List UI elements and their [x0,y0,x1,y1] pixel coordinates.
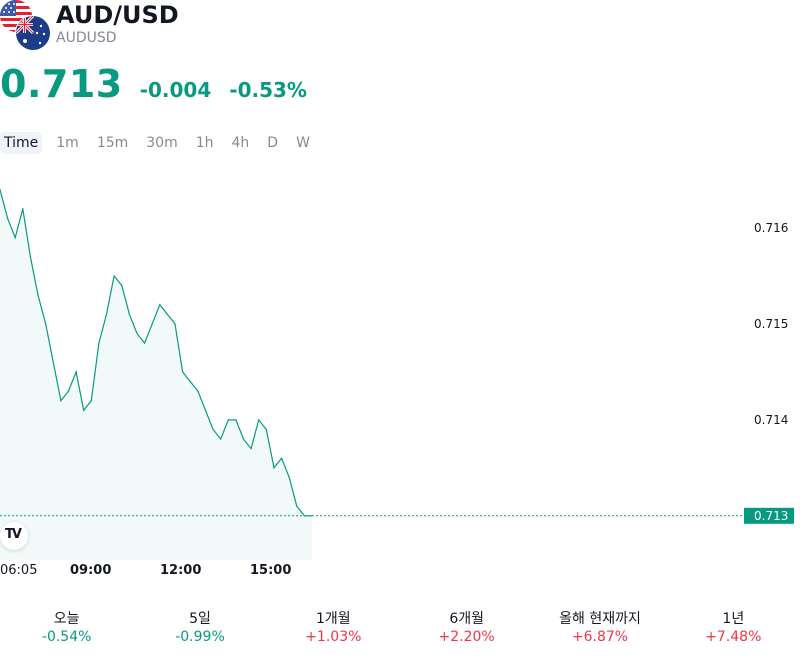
tab-w[interactable]: W [296,135,310,151]
price-point [37,294,39,296]
last-price-badge [744,507,794,524]
price-point [189,380,191,383]
price-line [0,189,312,517]
last-price: 0.713 [0,62,123,106]
price-point [113,275,115,277]
y-tick-label: 0.714 [754,413,788,427]
performance-item[interactable]: 오늘 -0.54% [0,608,133,645]
price-point [296,505,298,507]
symbol-ticker: AUDUSD [56,30,117,46]
price-point [14,236,16,239]
price-point [22,208,24,210]
performance-value: +7.48% [705,629,762,645]
price-point [288,476,290,479]
price-point [52,361,54,363]
performance-item[interactable]: 1개월 +1.03% [267,608,400,645]
performance-value: +6.87% [571,629,629,645]
price-point [174,323,176,325]
performance-label: 6개월 [449,611,484,627]
performance-value: +1.03% [305,629,362,645]
price-point [212,428,214,431]
price-point [242,438,245,440]
price-point [60,400,62,402]
performance-value: -0.54% [41,629,92,645]
price-point [258,419,260,421]
x-tick-label: 12:00 [160,563,201,578]
performance-label: 올해 현재까지 [559,611,641,627]
price-row: 0.713 -0.004 -0.53% [0,62,307,106]
tab-15m[interactable]: 15m [96,135,129,151]
tab-30m[interactable]: 30m [146,135,178,151]
x-tick-label: 09:00 [70,563,111,578]
price-point [128,313,130,315]
price-point [45,323,47,325]
performance-label: 1개월 [315,611,351,627]
price-point [121,284,123,287]
price-change: -0.004 [139,78,212,102]
price-point [182,371,184,373]
performance-item[interactable]: 6개월 +2.20% [400,608,533,645]
interval-tabs: Time 1m 15m 30m 1h 4h D W [0,132,324,154]
tab-1h[interactable]: 1h [195,135,214,151]
performance-item[interactable]: 5일 -0.99% [133,608,266,645]
price-point [280,457,283,459]
price-point [151,323,153,325]
y-tick-label: 0.715 [754,317,788,331]
performance-value: +2.20% [438,629,495,645]
x-tick-label: 06:05 [0,563,37,578]
price-change-percent: -0.53% [229,78,307,102]
performance-item[interactable]: 1년 +7.48% [667,608,800,645]
price-point [204,409,207,411]
symbol-title: AUD/USD [56,1,179,29]
performance-label: 오늘 [53,611,80,627]
performance-item[interactable]: 올해 현재까지 +6.87% [533,608,666,645]
price-point [29,256,32,258]
price-point [0,188,1,191]
price-point [235,419,237,421]
price-area-fill [0,189,312,560]
y-tick-label: 0.716 [754,221,788,235]
performance-value: -0.99% [175,629,225,645]
price-point [159,304,161,306]
price-point [227,419,229,421]
price-point [90,400,92,402]
price-point [166,313,169,315]
tab-d[interactable]: D [267,135,279,151]
price-point [265,428,267,431]
tab-1m[interactable]: 1m [56,135,79,151]
price-chart[interactable]: 0.716 0.715 0.714 0.713 0.713 06:05 09:00 12:00… [0,0,800,600]
price-point [7,217,9,219]
price-point [273,467,275,469]
tradingview-logo-icon[interactable]: TV [0,522,28,550]
last-price-badge-label: 0.713 [754,509,788,523]
price-point [220,438,222,440]
performance-bar: 오늘 -0.54% 5일 -0.99% 1개월 +1.03% 6개월 +2.20% 올해 현재까… [0,608,800,645]
price-point [250,448,252,450]
price-point [98,342,100,344]
x-tick-label: 15:00 [250,563,291,578]
tab-4h[interactable]: 4h [231,135,250,151]
price-point [75,371,77,373]
price-point [83,409,85,411]
price-point [105,313,108,315]
price-point [136,332,138,335]
price-point [197,390,199,392]
price-point [143,342,146,344]
currency-pair-flags [0,0,51,51]
price-point [67,390,70,392]
performance-label: 1년 [722,611,745,627]
performance-label: 5일 [189,611,211,627]
tab-time[interactable]: Time [0,132,43,154]
